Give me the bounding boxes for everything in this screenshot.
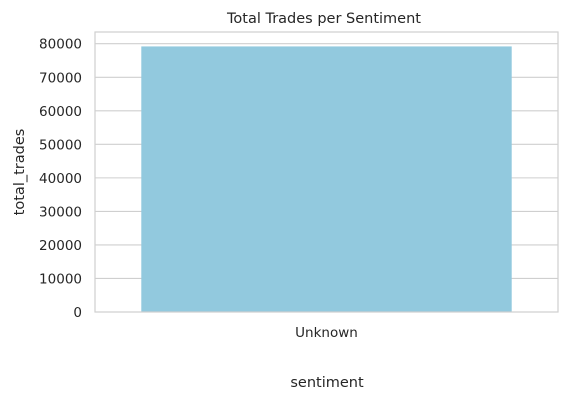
- y-tick-label: 30000: [39, 204, 82, 220]
- x-tick-label: Unknown: [295, 325, 358, 341]
- y-tick-label: 60000: [39, 104, 82, 120]
- x-tick-labels: Unknown: [295, 325, 358, 341]
- x-axis-label: sentiment: [290, 375, 364, 391]
- chart-title: Total Trades per Sentiment: [226, 11, 421, 27]
- bar-layer: [141, 46, 512, 313]
- y-tick-label: 0: [73, 305, 82, 321]
- y-tick-label: 20000: [39, 238, 82, 254]
- bar: [141, 46, 512, 313]
- y-axis-label: total_trades: [12, 129, 28, 216]
- y-tick-label: 40000: [39, 171, 82, 187]
- y-tick-label: 80000: [39, 37, 82, 53]
- y-tick-label: 50000: [39, 137, 82, 153]
- y-tick-labels: 0 10000 20000 30000 40000 50000 60000 70000 8000…: [39, 37, 82, 321]
- y-tick-label: 10000: [39, 271, 82, 287]
- y-tick-label: 70000: [39, 70, 82, 86]
- plot-frame: [94, 31, 559, 313]
